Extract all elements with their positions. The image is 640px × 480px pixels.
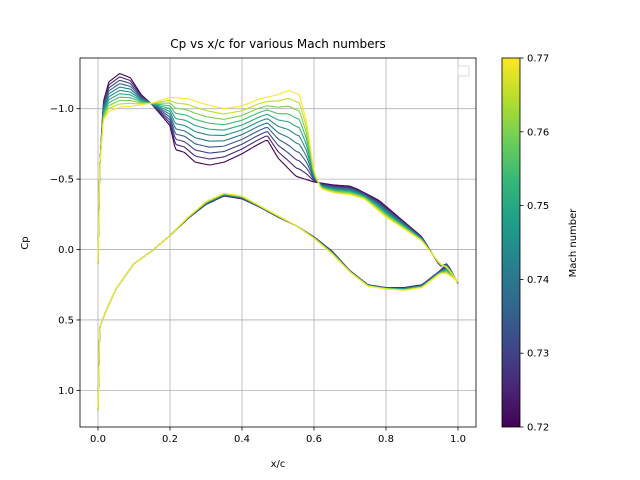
data-curves <box>97 73 459 411</box>
colorbar-tick-label: 0.72 <box>527 423 549 434</box>
x-axis-label: x/c <box>271 459 286 470</box>
colorbar-tick-label: 0.74 <box>527 275 549 286</box>
cp-curve-upper <box>97 73 459 284</box>
y-tick-label: 0.5 <box>58 315 74 326</box>
cp-curve-upper <box>97 93 459 283</box>
y-axis-label: Cp <box>20 236 31 249</box>
colorbar-label: Mach number <box>568 208 579 278</box>
x-tick-label: 1.0 <box>450 434 466 445</box>
x-tick-label: 0.8 <box>378 434 394 445</box>
colorbar-tick-label: 0.77 <box>527 54 549 65</box>
colorbar-tick-label: 0.75 <box>527 201 549 212</box>
y-tick-label: −1.0 <box>50 104 74 115</box>
x-tick-label: 0.6 <box>306 434 322 445</box>
x-tick-label: 0.2 <box>162 434 178 445</box>
x-tick-label: 0.4 <box>234 434 250 445</box>
colorbar-ticks: 0.72 0.73 0.74 0.75 0.76 0.77 <box>520 54 549 434</box>
colorbar-tick-label: 0.73 <box>527 349 549 360</box>
cp-curve-upper <box>97 89 459 283</box>
y-tick-label: 1.0 <box>58 386 74 397</box>
colorbar <box>501 57 521 428</box>
cp-curve-upper <box>97 83 459 284</box>
cp-curve-lower <box>97 192 459 411</box>
plot-frame <box>79 57 477 428</box>
y-axis-ticks: −1.0 −0.5 0.0 0.5 1.0 <box>50 104 80 397</box>
legend-box <box>457 65 470 77</box>
cp-curve-upper <box>97 86 459 284</box>
cp-curve-upper <box>97 76 459 284</box>
x-tick-label: 0.0 <box>90 434 106 445</box>
colorbar-tick-label: 0.76 <box>527 127 549 138</box>
y-tick-label: −0.5 <box>50 175 74 186</box>
cp-curve-upper <box>97 79 459 284</box>
chart-title: Cp vs x/c for various Mach numbers <box>170 37 385 51</box>
y-tick-label: 0.0 <box>58 245 74 256</box>
x-axis-ticks: 0.0 0.2 0.4 0.6 0.8 1.0 <box>90 427 466 445</box>
cp-curve-upper <box>97 90 459 283</box>
